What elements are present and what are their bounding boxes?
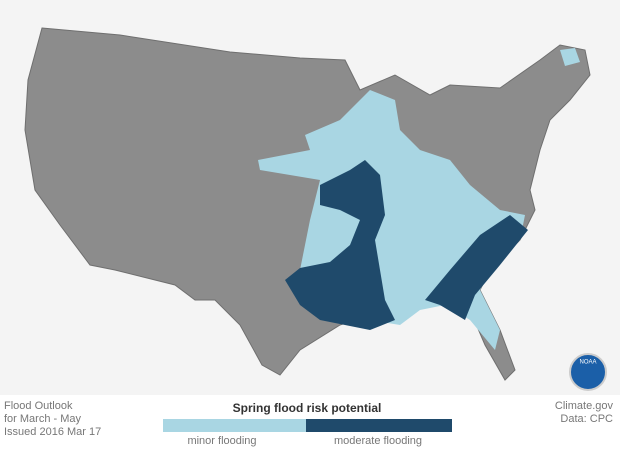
legend-title: Spring flood risk potential [233,401,382,415]
footer-left-line: for March - May [4,413,82,425]
legend-swatch [306,419,452,432]
logo-circle [569,353,607,391]
logo-text: NOAA [579,360,596,366]
legend-label: minor flooding [187,435,256,447]
legend-swatch [163,419,306,432]
moderate-flood-region [425,215,528,320]
footer-right-line: Data: CPC [560,413,613,425]
legend-label: moderate flooding [334,435,422,447]
footer-left-line: Issued 2016 Mar 17 [4,426,101,438]
footer-right-line: Climate.gov [555,400,614,412]
footer-left-line: Flood Outlook [4,400,73,412]
noaa-logo: NOAA [569,353,607,391]
minor-flood-region [560,48,580,66]
moderate-flood-region [285,160,395,330]
